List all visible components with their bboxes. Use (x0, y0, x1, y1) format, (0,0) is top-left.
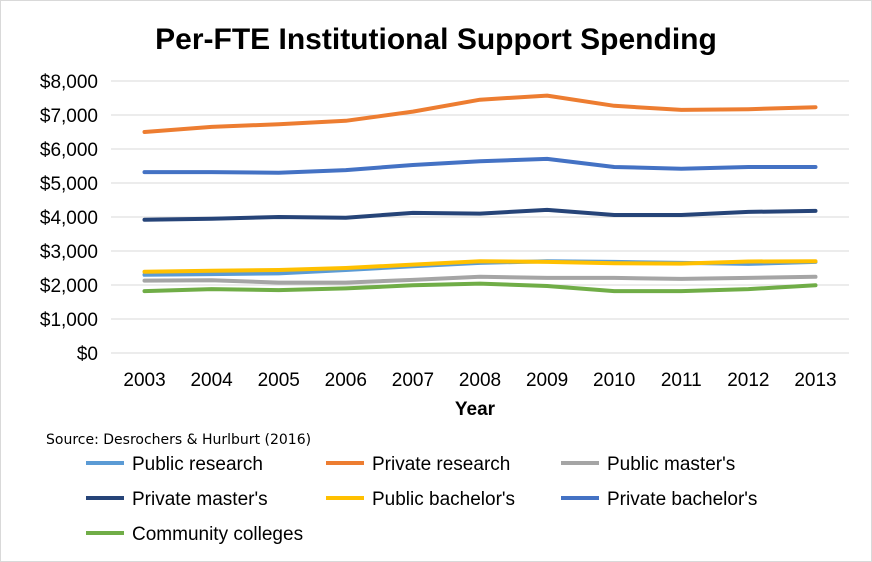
legend-item-private-bachelor-s: Private bachelor's (561, 489, 757, 510)
legend: Public research Private research Public ma… (86, 454, 757, 545)
series-lines (142, 93, 818, 294)
series-line-private-bachelor-s (142, 156, 818, 175)
x-tick-label: 2010 (593, 370, 635, 391)
legend-item-private-master-s: Private master's (86, 489, 268, 510)
y-tick-label: $8,000 (40, 72, 98, 93)
y-tick-label: $7,000 (40, 106, 98, 127)
x-tick-label: 2006 (325, 370, 367, 391)
y-tick-label: $2,000 (40, 276, 98, 297)
series-line-community-colleges (142, 281, 818, 294)
chart-title: Per-FTE Institutional Support Spending (155, 23, 717, 56)
legend-label: Private research (372, 454, 510, 475)
x-tick-label: 2004 (190, 370, 233, 391)
legend-label: Community colleges (132, 524, 303, 545)
legend-item-public-research: Public research (86, 454, 263, 475)
y-tick-label: $3,000 (40, 242, 98, 263)
legend-label: Public research (132, 454, 263, 475)
y-tick-label: $4,000 (40, 208, 98, 229)
legend-label: Public master's (607, 454, 735, 475)
series-line-public-bachelor-s (142, 259, 818, 274)
y-tick-label: $0 (77, 344, 98, 365)
legend-label: Private master's (132, 489, 268, 510)
legend-item-public-bachelor-s: Public bachelor's (326, 489, 515, 510)
series-line-private-master-s (142, 207, 818, 222)
x-tick-label: 2007 (392, 370, 434, 391)
series-line-public-master-s (142, 274, 818, 285)
y-tick-label: $1,000 (40, 310, 98, 331)
x-tick-label: 2008 (459, 370, 501, 391)
legend-label: Private bachelor's (607, 489, 757, 510)
source-annotation: Source: Desrochers & Hurlburt (2016) (46, 432, 311, 448)
series-line-private-research (142, 93, 818, 134)
x-axis-title: Year (455, 399, 496, 420)
legend-label: Public bachelor's (372, 489, 515, 510)
y-tick-label: $5,000 (40, 174, 98, 195)
legend-item-public-master-s: Public master's (561, 454, 735, 475)
legend-item-private-research: Private research (326, 454, 510, 475)
x-tick-label: 2013 (794, 370, 836, 391)
legend-item-community-colleges: Community colleges (86, 524, 303, 545)
y-axis-tick-labels: $0 $1,000 $2,000 $3,000 $4,000 $5,000 $6,000 $7… (40, 72, 98, 365)
x-tick-label: 2011 (661, 370, 702, 391)
x-tick-label: 2005 (258, 370, 300, 391)
x-tick-label: 2009 (526, 370, 568, 391)
x-tick-label: 2003 (123, 370, 165, 391)
x-axis-tick-labels: 2003 2004 2005 2006 2007 2008 2009 2010 2011 2012… (123, 370, 836, 391)
y-tick-label: $6,000 (40, 140, 98, 161)
x-tick-label: 2012 (727, 370, 769, 391)
